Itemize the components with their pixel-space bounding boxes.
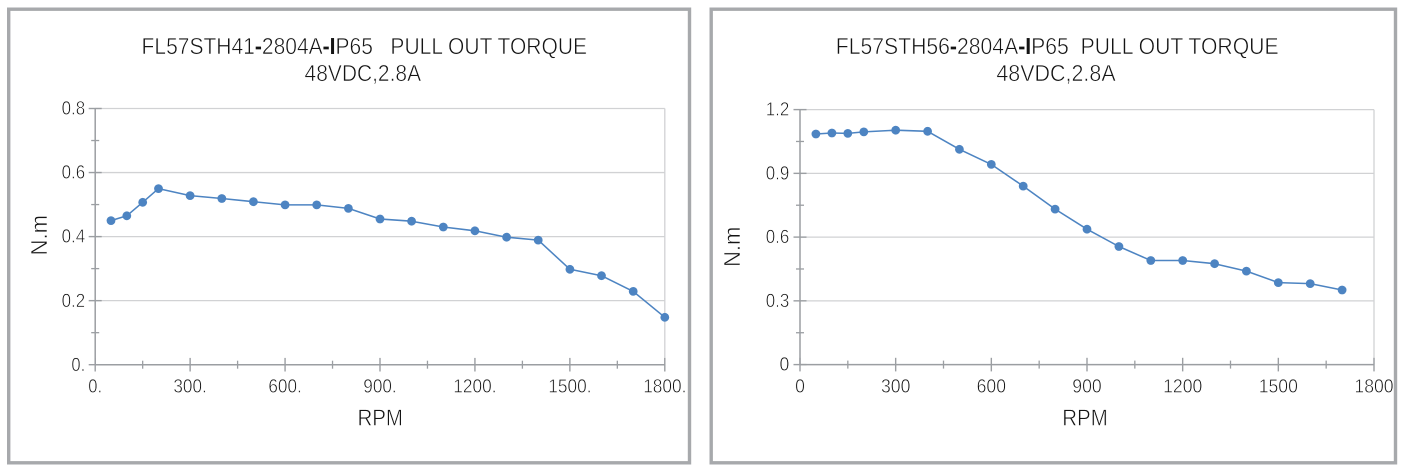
svg-text:1200: 1200 (1163, 376, 1202, 397)
svg-text:1500.: 1500. (548, 376, 591, 397)
svg-text:0: 0 (780, 355, 790, 376)
svg-text:600: 600 (977, 376, 1006, 397)
svg-text:0.6: 0.6 (766, 227, 790, 248)
svg-text:1800: 1800 (1354, 376, 1393, 397)
svg-text:FL57STH41-2804A-IP65 PULL OU: FL57STH41-2804A-IP65 PULL OUT TORQUE (142, 33, 588, 59)
svg-text:300: 300 (881, 376, 910, 397)
svg-text:1200.: 1200. (453, 376, 496, 397)
svg-text:0.4: 0.4 (62, 227, 86, 248)
svg-text:48VDC,2.8A: 48VDC,2.8A (305, 60, 422, 86)
svg-text:1.2: 1.2 (766, 100, 790, 121)
svg-text:0: 0 (795, 376, 805, 397)
svg-text:0.3: 0.3 (766, 291, 790, 312)
svg-text:0.: 0. (71, 355, 85, 376)
svg-text:0.6: 0.6 (62, 163, 86, 184)
svg-text:48VDC,2.8A: 48VDC,2.8A (996, 60, 1116, 86)
svg-text:0.8: 0.8 (62, 99, 86, 120)
svg-text:0.2: 0.2 (62, 291, 86, 312)
svg-text:0.: 0. (88, 376, 102, 397)
svg-text:1800.: 1800. (643, 376, 686, 397)
svg-text:N.m: N.m (719, 227, 745, 267)
svg-text:900.: 900. (363, 376, 396, 397)
svg-text:0.9: 0.9 (766, 163, 790, 184)
svg-text:300.: 300. (173, 376, 206, 397)
svg-text:N.m: N.m (26, 215, 52, 256)
svg-text:RPM: RPM (357, 405, 403, 431)
svg-text:RPM: RPM (1062, 405, 1108, 431)
svg-text:600.: 600. (268, 376, 301, 397)
svg-text:FL57STH56-2804A-IP65 PULL OUT: FL57STH56-2804A-IP65 PULL OUT TORQUE (836, 33, 1279, 59)
svg-text:900: 900 (1072, 376, 1101, 397)
svg-text:1500: 1500 (1259, 376, 1298, 397)
